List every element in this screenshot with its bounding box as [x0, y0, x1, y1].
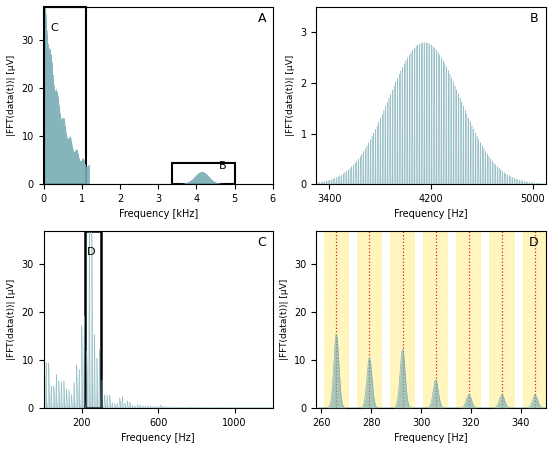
Text: D: D — [529, 236, 538, 249]
Bar — [324, 230, 349, 408]
Y-axis label: |FFT(data(t))| [µV]: |FFT(data(t))| [µV] — [280, 279, 289, 360]
Bar — [423, 230, 448, 408]
Bar — [489, 230, 515, 408]
Text: B: B — [219, 161, 227, 171]
Text: C: C — [50, 23, 58, 33]
X-axis label: Frequency [Hz]: Frequency [Hz] — [121, 433, 195, 443]
X-axis label: Frequency [kHz]: Frequency [kHz] — [119, 209, 198, 220]
Text: C: C — [257, 236, 266, 249]
Bar — [456, 230, 481, 408]
X-axis label: Frequency [Hz]: Frequency [Hz] — [394, 433, 468, 443]
Y-axis label: |FFT(data(t))| [µV]: |FFT(data(t))| [µV] — [7, 279, 16, 360]
Bar — [390, 230, 415, 408]
Bar — [85, 230, 101, 408]
Text: B: B — [530, 12, 538, 25]
Bar — [522, 230, 548, 408]
Text: A: A — [258, 12, 266, 25]
X-axis label: Frequency [Hz]: Frequency [Hz] — [394, 209, 468, 220]
Text: D: D — [86, 247, 95, 256]
Bar — [357, 230, 382, 408]
Bar — [44, 7, 86, 184]
Y-axis label: |FFT(data(t))| [µV]: |FFT(data(t))| [µV] — [7, 55, 16, 136]
Y-axis label: |FFT(data(t))| [µV]: |FFT(data(t))| [µV] — [286, 55, 295, 136]
Bar — [172, 162, 234, 184]
